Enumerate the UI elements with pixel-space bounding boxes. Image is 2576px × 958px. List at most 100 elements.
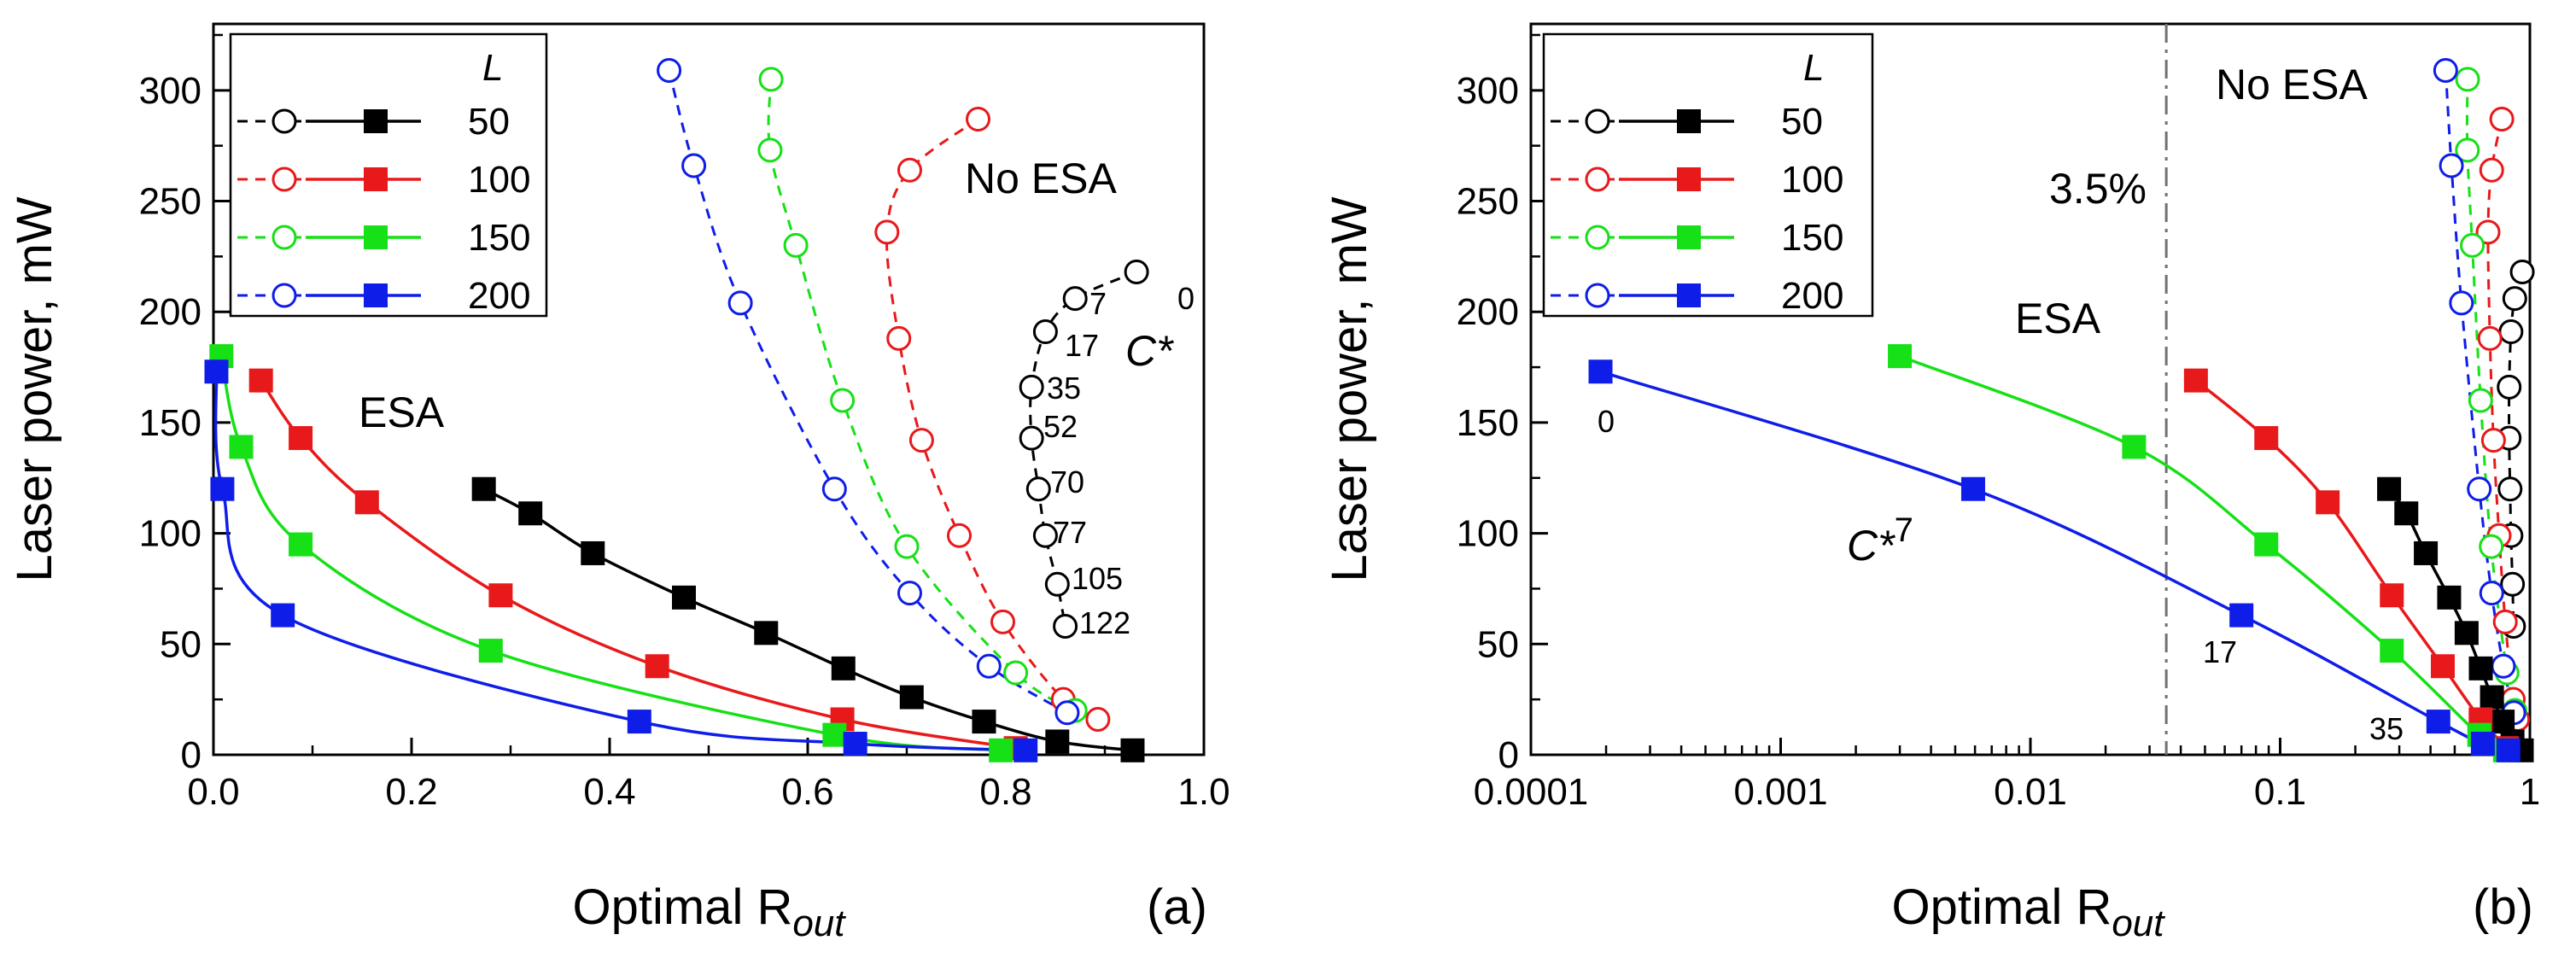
esa-annotation-b: ESA <box>2015 295 2101 342</box>
esa-point-L50 <box>2414 540 2439 565</box>
legend-b: L 50 100 150 200 <box>1542 32 1874 318</box>
esa-point-L50 <box>2394 501 2419 526</box>
y-tick-label: 300 <box>139 70 202 112</box>
legend-title-a: L <box>482 47 503 89</box>
esa-line-L100 <box>2194 379 2509 750</box>
noesa-point-L150 <box>2455 67 2480 92</box>
esa-point-L50 <box>2454 621 2479 645</box>
legend-label: 50 <box>1781 101 1823 143</box>
esa-point-L150 <box>229 435 254 459</box>
esa-point-L200 <box>843 732 867 756</box>
noesa-point-L50 <box>1032 523 1058 548</box>
y-tick-label: 100 <box>1457 513 1519 555</box>
legend-noesa-marker <box>1585 166 1610 192</box>
noesa-point-L150 <box>2460 232 2485 258</box>
noesa-point-L100 <box>966 107 991 132</box>
esa-point-L50 <box>1120 738 1145 762</box>
esa-point-L100 <box>354 490 379 515</box>
noesa-point-L200 <box>897 581 922 606</box>
x-tick-label: 1.0 <box>1177 771 1230 813</box>
esa-point-L200 <box>1588 359 1613 384</box>
esa-point-L200 <box>271 603 295 628</box>
esa-annotation-a: ESA <box>359 388 445 436</box>
legend-rows-a: 50 100 150 200 <box>237 101 530 317</box>
legend-noesa-marker <box>1585 283 1610 308</box>
esa-point-L100 <box>289 426 313 451</box>
x-tick-label: 0.8 <box>979 771 1031 813</box>
noesa-point-L200 <box>976 653 1002 679</box>
noesa-point-L200 <box>2433 57 2458 83</box>
esa-point-L200 <box>2426 710 2450 734</box>
noesa-point-L200 <box>2467 476 2492 502</box>
x-axis-label-a: Optimal Rout <box>573 879 847 944</box>
noesa-point-L50 <box>2498 319 2524 345</box>
x-tick-label: 1 <box>2520 771 2540 813</box>
y-tick-label: 250 <box>1457 181 1519 223</box>
y-axis-label-b: Laser power, mW <box>1322 196 1377 582</box>
noesa-point-L100 <box>874 219 900 245</box>
legend-esa-marker <box>364 225 388 249</box>
esa-point-L200 <box>204 359 229 384</box>
noesa-point-L150 <box>758 67 784 92</box>
legend-a: L 50 100 150 200 <box>229 32 548 318</box>
noesa-point-L50 <box>2509 260 2535 285</box>
x-tick-label: 0.0001 <box>1474 771 1589 813</box>
esa-point-L200 <box>1013 738 1038 762</box>
noesa-point-L150 <box>757 137 783 163</box>
noesa-point-L50 <box>1053 614 1078 640</box>
x-tick-label: 0.0 <box>187 771 239 813</box>
noesa-point-L150 <box>2455 137 2480 163</box>
cstar-annotation-b: C*7 <box>1847 511 1913 570</box>
series-markers-b <box>1588 57 2535 762</box>
noesa-point-L200 <box>657 57 682 83</box>
esa-point-L100 <box>248 368 273 393</box>
legend-label: 100 <box>1781 159 1843 201</box>
noesa-point-L200 <box>2479 581 2504 606</box>
esa-point-L50 <box>672 585 696 610</box>
ticks-b: 0.0001 0.001 0.01 0.1 1 0 50 100 150 200 250 300 <box>1457 33 2540 813</box>
noesa-point-L200 <box>2449 290 2474 316</box>
esa-point-L100 <box>2380 583 2404 608</box>
y-tick-label: 200 <box>1457 291 1519 333</box>
esa-point-L150 <box>1888 344 1913 369</box>
esa-point-L50 <box>581 540 605 565</box>
cstar-label: 0 <box>1177 281 1195 316</box>
esa-point-L50 <box>2491 710 2515 734</box>
x-axis-label-b: Optimal Rout <box>1892 879 2166 944</box>
cstar-label: 35 <box>2369 711 2404 746</box>
panel-label-a: (a) <box>1147 879 1207 935</box>
noesa-point-L50 <box>1032 319 1058 345</box>
noesa-point-L150 <box>1003 660 1029 686</box>
esa-point-L200 <box>210 476 235 501</box>
esa-point-L50 <box>899 685 924 710</box>
noesa-point-L200 <box>681 153 707 178</box>
cstar-label: 17 <box>2203 634 2237 669</box>
noesa-point-L100 <box>2475 219 2501 245</box>
panel-label-b: (b) <box>2473 879 2533 935</box>
noesa-point-L50 <box>2502 286 2527 312</box>
esa-point-L200 <box>627 710 651 734</box>
legend-esa-marker <box>1677 283 1701 307</box>
panel-a: 0.0 0.2 0.4 0.6 0.8 1.0 0 50 100 150 200 250 300 Las… <box>7 22 1230 944</box>
legend-noesa-marker <box>1585 225 1610 250</box>
noesa-point-L50 <box>2497 374 2522 400</box>
legend-esa-marker <box>364 109 388 133</box>
y-tick-label: 50 <box>1477 623 1519 665</box>
noesa-point-L50 <box>1062 286 1088 312</box>
vline-label: 3.5% <box>2049 165 2147 213</box>
esa-point-L50 <box>831 656 856 681</box>
legend-label: 200 <box>1781 275 1843 317</box>
esa-point-L100 <box>2183 368 2208 393</box>
cstar-label: 70 <box>1050 464 1084 499</box>
esa-point-L150 <box>2380 639 2404 663</box>
noesa-point-L150 <box>830 388 856 413</box>
legend-label: 200 <box>468 275 530 317</box>
legend-label: 50 <box>468 101 510 143</box>
esa-point-L200 <box>2470 732 2495 756</box>
legend-esa-marker <box>364 283 388 307</box>
noesa-point-L50 <box>2500 571 2526 597</box>
cstar-label: 35 <box>1047 371 1081 406</box>
cstar-label: 52 <box>1043 409 1078 444</box>
noesa-point-L200 <box>2439 153 2464 178</box>
